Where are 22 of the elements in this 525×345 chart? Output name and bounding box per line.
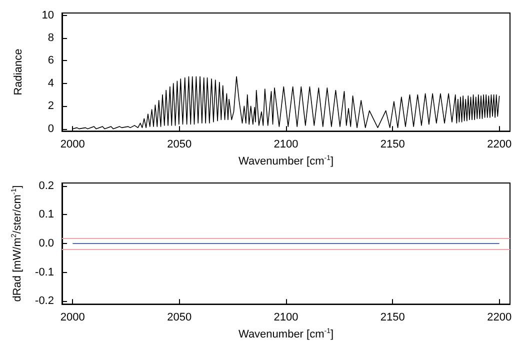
y-tick-label: -0.2 <box>35 295 54 308</box>
y-tick-label: 0.0 <box>38 238 54 250</box>
x-tick-label: 2050 <box>167 138 192 151</box>
y-tick-label: -0.1 <box>35 266 54 278</box>
x-tick-label: 2150 <box>380 312 405 324</box>
y-tick-label: 4 <box>48 77 54 90</box>
x-tick-label: 2100 <box>274 312 298 324</box>
x-tick-label: 2150 <box>380 138 405 151</box>
y-tick-label: 0 <box>48 122 54 135</box>
y-tick-label: 8 <box>48 32 54 44</box>
y-axis-title: Radiance <box>12 48 24 96</box>
y-tick-label: 10 <box>42 9 54 22</box>
x-tick-label: 2200 <box>487 138 512 151</box>
y-tick-label: 2 <box>48 100 54 112</box>
y-tick-label: 0.2 <box>38 180 54 192</box>
y-tick-label: 6 <box>48 54 54 67</box>
x-tick-label: 2000 <box>60 312 85 324</box>
x-tick-label: 2200 <box>487 312 512 324</box>
x-tick-label: 2050 <box>167 312 192 324</box>
x-tick-label: 2100 <box>274 138 298 151</box>
y-tick-label: 0.1 <box>38 208 54 221</box>
x-tick-label: 2000 <box>60 138 85 151</box>
